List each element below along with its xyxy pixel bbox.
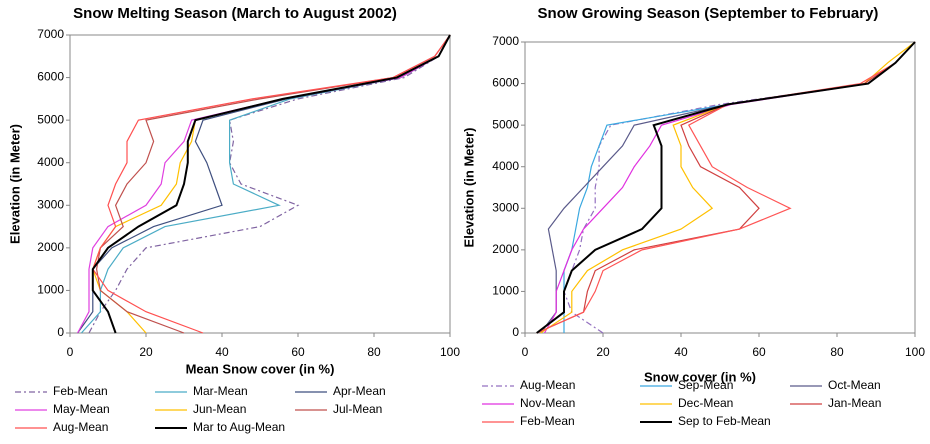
x-tick-label: 80 — [367, 345, 381, 359]
series-line — [563, 41, 916, 334]
x-tick-label: 20 — [596, 345, 610, 359]
legend-label: Nov-Mean — [520, 396, 575, 410]
legend-label: Dec-Mean — [678, 396, 733, 410]
y-tick-label: 1000 — [37, 283, 64, 297]
y-tick-label: 5000 — [492, 117, 519, 131]
y-tick-label: 7000 — [492, 34, 519, 48]
x-tick-label: 100 — [905, 345, 925, 359]
y-tick-label: 5000 — [37, 112, 64, 126]
series-line — [92, 34, 451, 334]
y-tick-label: 1000 — [492, 284, 519, 298]
x-tick-label: 60 — [291, 345, 305, 359]
series-line — [95, 34, 451, 334]
y-tick-label: 6000 — [37, 70, 64, 84]
legend-label: May-Mean — [53, 402, 110, 416]
legend-label: Mar to Aug-Mean — [193, 420, 285, 434]
chart-title: Snow Melting Season (March to August 200… — [73, 5, 397, 22]
legend-label: Jan-Mean — [828, 396, 881, 410]
y-axis-label: Elevation (in Meter) — [7, 124, 22, 244]
y-tick-label: 4000 — [492, 159, 519, 173]
legend-label: Feb-Mean — [520, 414, 575, 428]
x-axis-label: Mean Snow cover (in %) — [186, 361, 335, 376]
x-tick-label: 60 — [752, 345, 766, 359]
series-line — [88, 34, 451, 334]
legend-label: Jul-Mean — [333, 402, 382, 416]
y-tick-label: 2000 — [492, 242, 519, 256]
y-tick-label: 3000 — [37, 197, 64, 211]
chart-title: Snow Growing Season (September to Februa… — [538, 5, 879, 22]
x-tick-label: 100 — [440, 345, 460, 359]
x-axis-label: Snow cover (in %) — [644, 369, 756, 384]
legend-label: Mar-Mean — [193, 384, 248, 398]
legend-label: Jun-Mean — [193, 402, 246, 416]
legend-label: Sep to Feb-Mean — [678, 414, 771, 428]
legend-label: Sep-Mean — [678, 378, 733, 392]
legend-label: Aug-Mean — [53, 420, 108, 434]
y-tick-label: 3000 — [492, 200, 519, 214]
x-tick-label: 0 — [67, 345, 74, 359]
plot-frame — [524, 41, 916, 334]
legend-label: Oct-Mean — [828, 378, 881, 392]
x-tick-label: 0 — [522, 345, 529, 359]
x-tick-label: 40 — [674, 345, 688, 359]
plot-frame — [69, 34, 451, 334]
series-line — [91, 34, 451, 334]
y-tick-label: 0 — [57, 325, 64, 339]
x-tick-label: 80 — [830, 345, 844, 359]
y-tick-label: 0 — [512, 325, 519, 339]
legend-label: Apr-Mean — [333, 384, 386, 398]
y-tick-label: 7000 — [37, 27, 64, 41]
y-tick-label: 2000 — [37, 240, 64, 254]
y-tick-label: 6000 — [492, 76, 519, 90]
x-tick-label: 20 — [139, 345, 153, 359]
y-tick-label: 4000 — [37, 155, 64, 169]
y-axis-label: Elevation (in Meter) — [461, 128, 476, 248]
series-line — [536, 41, 916, 334]
legend-label: Feb-Mean — [53, 384, 108, 398]
x-tick-label: 40 — [215, 345, 229, 359]
legend-label: Aug-Mean — [520, 378, 575, 392]
